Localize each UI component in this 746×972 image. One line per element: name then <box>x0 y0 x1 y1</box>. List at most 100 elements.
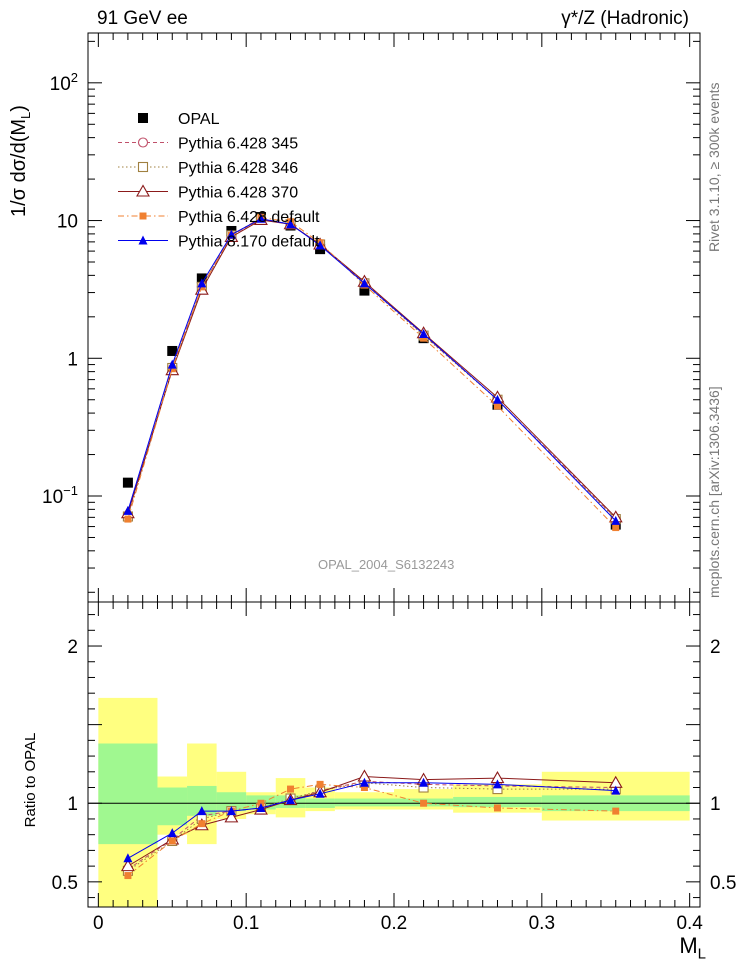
ratio-point <box>256 802 266 812</box>
ratio-point <box>315 788 325 798</box>
data-point <box>359 278 369 288</box>
ratio-point <box>419 777 429 787</box>
legend-entry: Pythia 8.170 default <box>118 234 320 251</box>
series-pythia-6-428-default <box>124 214 620 532</box>
data-point <box>256 213 266 223</box>
ratio-point <box>124 872 132 880</box>
x-tick-label: 0.2 <box>381 913 407 934</box>
data-point <box>226 229 236 239</box>
legend-label: Pythia 6.428 345 <box>178 136 298 153</box>
ratio-point <box>224 810 239 823</box>
stat-uncertainty-band <box>334 798 394 807</box>
ratio-y-axis-label: Ratio to OPAL <box>22 732 39 828</box>
x-tick-label: 0.3 <box>529 913 555 934</box>
legend-marker <box>139 212 147 220</box>
legend-entry: Pythia 6.428 default <box>118 209 320 226</box>
ratio-point <box>611 785 621 795</box>
y-tick-label: 1 <box>67 349 78 370</box>
legend-marker <box>137 161 149 173</box>
series-layer <box>120 212 623 880</box>
legend-label: Pythia 6.428 370 <box>178 185 298 202</box>
series-line <box>127 218 617 522</box>
series-line <box>127 218 617 519</box>
ratio-y-tick-label-right: 2 <box>710 637 721 658</box>
legend-entry: Pythia 6.428 370 <box>118 184 298 202</box>
data-point <box>124 515 132 523</box>
legend-marker <box>136 184 150 197</box>
x-tick-label: 0 <box>93 913 104 934</box>
axis-ticks <box>88 33 700 907</box>
ratio-point <box>168 837 176 845</box>
data-point <box>167 359 177 369</box>
data-point <box>315 240 325 250</box>
stat-uncertainty-band <box>216 792 247 812</box>
ratio-point <box>120 859 135 872</box>
ratio-point <box>612 807 620 815</box>
ratio-point <box>316 780 324 788</box>
tick-labels: 0 0.1 0.2 0.3 0.4 10−1 1 10 102 0.5 0.5 1 1 2 2 <box>42 70 736 934</box>
ratio-point <box>420 799 428 807</box>
data-point <box>612 524 620 532</box>
y-tick-label: 102 <box>50 70 78 95</box>
x-tick-label: 0.4 <box>676 913 703 934</box>
y-tick-label: 10 <box>57 212 78 233</box>
data-point <box>122 477 133 488</box>
series-line <box>127 218 617 520</box>
main-y-axis-label: 1/σ dσ/d(ML) <box>8 105 33 217</box>
data-point <box>419 329 429 339</box>
data-point <box>492 394 502 404</box>
data-point <box>286 219 296 229</box>
legend-entry: Pythia 6.428 346 <box>118 160 298 177</box>
legend-entry: Pythia 6.428 345 <box>118 136 298 153</box>
ratio-point <box>226 806 236 816</box>
legend-label: Pythia 6.428 default <box>178 209 320 226</box>
series-line <box>127 219 617 518</box>
ratio-point <box>167 828 177 838</box>
data-point <box>168 365 176 373</box>
ratio-y-tick-label-right: 1 <box>710 794 721 815</box>
legend-marker <box>138 235 148 245</box>
stat-uncertainty-band <box>453 796 542 808</box>
header-left: 91 GeV ee <box>97 8 188 29</box>
series-opal <box>122 212 621 530</box>
ratio-y-tick-label-left: 0.5 <box>52 873 78 894</box>
data-point <box>359 285 370 296</box>
series-pythia-6-428-346 <box>122 213 621 525</box>
legend-marker <box>138 113 148 123</box>
series-pythia-6-428-345 <box>122 213 621 524</box>
legend-marker <box>137 137 149 148</box>
ratio-point <box>492 779 502 789</box>
ratio-point <box>197 806 207 816</box>
ratio-y-axis-title: Ratio to OPAL <box>22 733 39 828</box>
series-pythia-8-170-default <box>123 213 621 525</box>
data-point <box>420 334 428 342</box>
legend-label: Pythia 8.170 default <box>178 234 320 251</box>
stat-uncertainty-band <box>98 743 158 845</box>
ratio-y-tick-label-right: 0.5 <box>710 873 736 894</box>
y-tick-label: 10−1 <box>42 483 78 508</box>
data-point <box>167 345 178 356</box>
ratio-point <box>360 784 368 792</box>
ratio-line <box>127 780 616 870</box>
analysis-watermark: OPAL_2004_S6132243 <box>318 557 455 572</box>
data-point <box>611 515 621 525</box>
x-axis-label: ML <box>679 933 706 963</box>
x-axis-title: ML <box>679 933 706 962</box>
header-right: γ*/Z (Hadronic) <box>561 8 689 29</box>
ratio-point <box>286 795 296 805</box>
series-line <box>127 217 617 528</box>
rivet-label: Rivet 3.1.10, ≥ 300k events <box>706 82 722 252</box>
ratio-point <box>287 785 295 793</box>
ratio-y-tick-label-left: 2 <box>67 637 78 658</box>
ratio-y-tick-label-left: 1 <box>67 794 78 815</box>
data-point <box>197 278 207 288</box>
ratio-point <box>493 804 501 812</box>
ratio-point <box>123 853 133 863</box>
legend: OPAL Pythia 6.428 345 Pythia 6.428 346 Pyth… <box>118 111 320 251</box>
data-point <box>123 505 133 515</box>
legend-entry: OPAL <box>138 111 220 128</box>
ratio-series-pythia-8-170-default <box>123 777 621 863</box>
ratio-point <box>198 820 206 828</box>
ratio-frame <box>87 601 701 908</box>
